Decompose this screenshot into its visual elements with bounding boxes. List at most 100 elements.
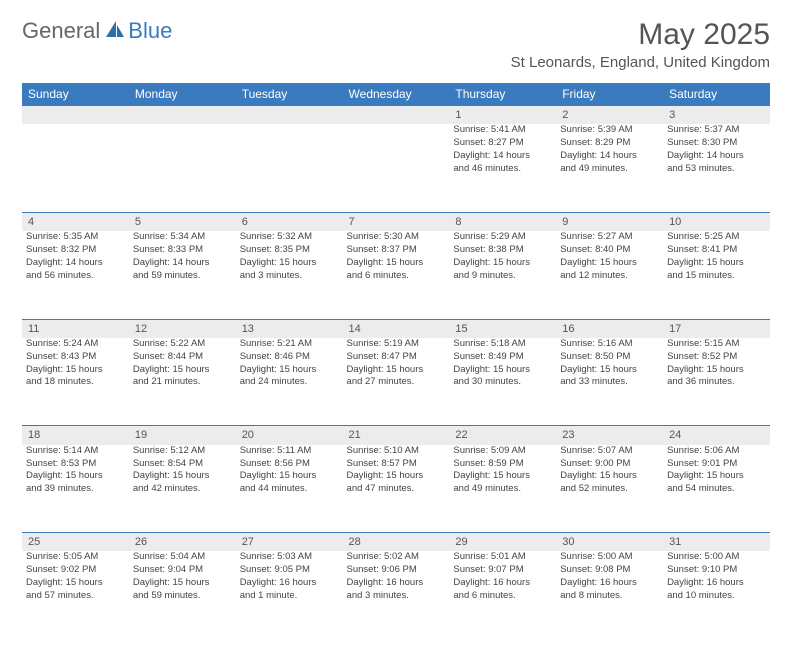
logo: General Blue — [22, 18, 172, 44]
day-number: 10 — [669, 216, 681, 228]
sunrise-line: Sunrise: 5:32 AM — [240, 231, 339, 244]
daylight-line: Daylight: 14 hours — [453, 150, 552, 163]
weekday-header: Tuesday — [236, 83, 343, 106]
sunset-line: Sunset: 8:52 PM — [667, 351, 766, 364]
day-number: 4 — [28, 216, 34, 228]
day-number-cell: 6 — [236, 212, 343, 231]
day-number: 16 — [562, 323, 574, 335]
sunrise-line: Sunrise: 5:16 AM — [560, 338, 659, 351]
sunrise-line: Sunrise: 5:14 AM — [26, 445, 125, 458]
sunrise-line: Sunrise: 5:05 AM — [26, 551, 125, 564]
sunrise-line: Sunrise: 5:35 AM — [26, 231, 125, 244]
day-number-row: 18 19 20 21 222324 — [22, 426, 770, 445]
day-number: 18 — [28, 429, 40, 441]
day-detail-row: Sunrise: 5:41 AMSunset: 8:27 PMDaylight:… — [22, 124, 770, 212]
sunset-line: Sunset: 8:46 PM — [240, 351, 339, 364]
day-number: 15 — [455, 323, 467, 335]
day-number: 29 — [455, 536, 467, 548]
sunset-line: Sunset: 8:41 PM — [667, 244, 766, 257]
sunset-line: Sunset: 8:49 PM — [453, 351, 552, 364]
day-number-cell: 14 — [343, 319, 450, 338]
day-detail-cell: Sunrise: 5:00 AMSunset: 9:10 PMDaylight:… — [663, 551, 770, 639]
sunrise-line: Sunrise: 5:02 AM — [347, 551, 446, 564]
sunset-line: Sunset: 9:07 PM — [453, 564, 552, 577]
daylight-line-2: and 3 minutes. — [347, 590, 446, 603]
daylight-line: Daylight: 14 hours — [667, 150, 766, 163]
sunset-line: Sunset: 8:57 PM — [347, 458, 446, 471]
daylight-line-2: and 21 minutes. — [133, 376, 232, 389]
day-number-cell: 8 — [449, 212, 556, 231]
weekday-header: Saturday — [663, 83, 770, 106]
daylight-line: Daylight: 15 hours — [560, 470, 659, 483]
day-number-cell: 10 — [663, 212, 770, 231]
daylight-line: Daylight: 16 hours — [453, 577, 552, 590]
day-number: 26 — [135, 536, 147, 548]
sunrise-line: Sunrise: 5:25 AM — [667, 231, 766, 244]
day-detail-cell: Sunrise: 5:07 AMSunset: 9:00 PMDaylight:… — [556, 445, 663, 533]
day-detail-cell: Sunrise: 5:29 AMSunset: 8:38 PMDaylight:… — [449, 231, 556, 319]
day-number: 6 — [242, 216, 248, 228]
day-detail-cell: Sunrise: 5:06 AMSunset: 9:01 PMDaylight:… — [663, 445, 770, 533]
daylight-line: Daylight: 15 hours — [560, 257, 659, 270]
daylight-line: Daylight: 15 hours — [26, 577, 125, 590]
day-number-cell: 20 — [236, 426, 343, 445]
day-detail-row: Sunrise: 5:05 AMSunset: 9:02 PMDaylight:… — [22, 551, 770, 639]
day-number-cell: 5 — [129, 212, 236, 231]
day-number: 25 — [28, 536, 40, 548]
daylight-line-2: and 33 minutes. — [560, 376, 659, 389]
daylight-line: Daylight: 15 hours — [560, 364, 659, 377]
daylight-line: Daylight: 15 hours — [667, 257, 766, 270]
sunset-line: Sunset: 9:06 PM — [347, 564, 446, 577]
day-number-cell: 22 — [449, 426, 556, 445]
daylight-line-2: and 49 minutes. — [453, 483, 552, 496]
daylight-line-2: and 6 minutes. — [347, 270, 446, 283]
day-number-cell: 18 — [22, 426, 129, 445]
day-number-cell: 11 — [22, 319, 129, 338]
daylight-line: Daylight: 14 hours — [133, 257, 232, 270]
day-detail-cell: Sunrise: 5:05 AMSunset: 9:02 PMDaylight:… — [22, 551, 129, 639]
day-number-row: 11121314151617 — [22, 319, 770, 338]
day-number-cell: 23 — [556, 426, 663, 445]
sunset-line: Sunset: 8:56 PM — [240, 458, 339, 471]
day-detail-row: Sunrise: 5:35 AMSunset: 8:32 PMDaylight:… — [22, 231, 770, 319]
title-block: May 2025 St Leonards, England, United Ki… — [511, 18, 770, 71]
daylight-line-2: and 46 minutes. — [453, 163, 552, 176]
daylight-line: Daylight: 15 hours — [347, 364, 446, 377]
day-detail-cell: Sunrise: 5:34 AMSunset: 8:33 PMDaylight:… — [129, 231, 236, 319]
day-detail-cell: Sunrise: 5:25 AMSunset: 8:41 PMDaylight:… — [663, 231, 770, 319]
day-number: 14 — [349, 323, 361, 335]
sunrise-line: Sunrise: 5:19 AM — [347, 338, 446, 351]
day-number: 2 — [562, 109, 568, 121]
daylight-line: Daylight: 16 hours — [347, 577, 446, 590]
sunrise-line: Sunrise: 5:22 AM — [133, 338, 232, 351]
day-number: 19 — [135, 429, 147, 441]
day-detail-cell: Sunrise: 5:11 AMSunset: 8:56 PMDaylight:… — [236, 445, 343, 533]
sunset-line: Sunset: 9:08 PM — [560, 564, 659, 577]
day-number-cell — [22, 106, 129, 125]
daylight-line-2: and 44 minutes. — [240, 483, 339, 496]
daylight-line: Daylight: 15 hours — [133, 364, 232, 377]
day-detail-cell: Sunrise: 5:15 AMSunset: 8:52 PMDaylight:… — [663, 338, 770, 426]
day-number: 5 — [135, 216, 141, 228]
day-number: 21 — [349, 429, 361, 441]
sunrise-line: Sunrise: 5:04 AM — [133, 551, 232, 564]
sunrise-line: Sunrise: 5:24 AM — [26, 338, 125, 351]
month-title: May 2025 — [511, 18, 770, 52]
header: General Blue May 2025 St Leonards, Engla… — [22, 18, 770, 71]
daylight-line: Daylight: 15 hours — [133, 577, 232, 590]
daylight-line: Daylight: 15 hours — [453, 470, 552, 483]
day-number-cell: 2 — [556, 106, 663, 125]
sunrise-line: Sunrise: 5:07 AM — [560, 445, 659, 458]
day-number-cell: 24 — [663, 426, 770, 445]
sunrise-line: Sunrise: 5:01 AM — [453, 551, 552, 564]
daylight-line: Daylight: 15 hours — [347, 470, 446, 483]
daylight-line-2: and 10 minutes. — [667, 590, 766, 603]
day-detail-cell: Sunrise: 5:10 AMSunset: 8:57 PMDaylight:… — [343, 445, 450, 533]
daylight-line-2: and 24 minutes. — [240, 376, 339, 389]
day-detail-row: Sunrise: 5:24 AMSunset: 8:43 PMDaylight:… — [22, 338, 770, 426]
day-number-row: 45678910 — [22, 212, 770, 231]
daylight-line-2: and 49 minutes. — [560, 163, 659, 176]
weekday-header: Sunday — [22, 83, 129, 106]
sunset-line: Sunset: 8:54 PM — [133, 458, 232, 471]
sunrise-line: Sunrise: 5:10 AM — [347, 445, 446, 458]
